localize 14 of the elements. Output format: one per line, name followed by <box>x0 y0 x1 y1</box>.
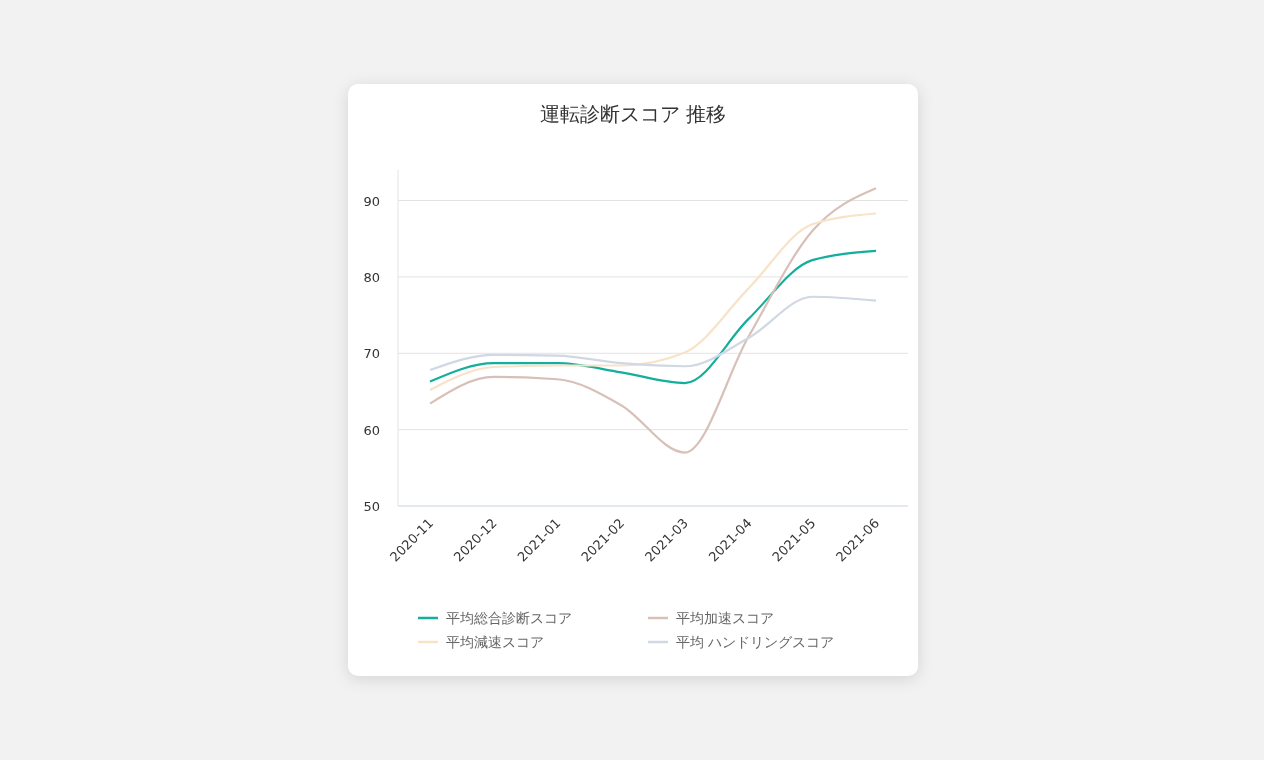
chart-title: 運転診断スコア 推移 <box>539 102 727 126</box>
legend-label: 平均減速スコア <box>446 634 544 650</box>
line-series <box>428 295 878 372</box>
y-tick-label: 80 <box>363 269 380 285</box>
y-tick-label: 90 <box>363 193 380 209</box>
y-tick-label: 60 <box>363 422 380 438</box>
y-tick-label: 50 <box>363 499 380 514</box>
line-series <box>428 249 878 385</box>
y-tick-label: 70 <box>363 346 380 362</box>
line-series <box>428 187 878 454</box>
legend-label: 平均総合診断スコア <box>446 610 572 626</box>
line-series <box>428 212 878 392</box>
legend-label: 平均 ハンドリングスコア <box>676 634 835 650</box>
legend-label: 平均加速スコア <box>676 610 774 626</box>
